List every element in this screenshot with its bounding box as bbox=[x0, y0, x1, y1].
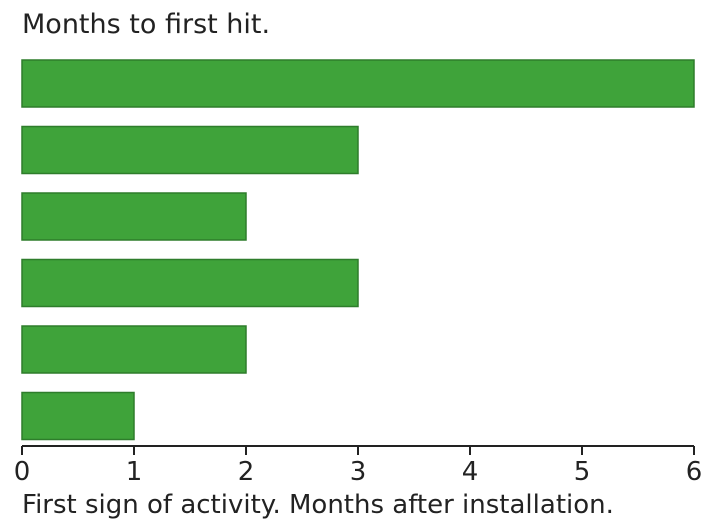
bar bbox=[21, 192, 247, 241]
bar bbox=[21, 258, 359, 308]
x-tick-label: 3 bbox=[350, 457, 367, 487]
bar bbox=[21, 391, 135, 441]
chart-title: Months to first hit. bbox=[22, 9, 271, 40]
bars-layer bbox=[21, 59, 695, 441]
x-tick-label: 2 bbox=[238, 457, 255, 487]
bar bbox=[21, 125, 359, 175]
x-tick-label: 0 bbox=[14, 457, 31, 487]
x-tick-label: 5 bbox=[574, 457, 591, 487]
x-tick-label: 1 bbox=[126, 457, 143, 487]
x-tick-label: 4 bbox=[462, 457, 479, 487]
bar bbox=[21, 59, 695, 108]
x-axis-label: First sign of activity. Months after ins… bbox=[22, 490, 614, 520]
x-tick-label: 6 bbox=[686, 457, 702, 487]
bar bbox=[21, 325, 247, 374]
x-axis: 0 1 2 3 4 5 6 bbox=[14, 445, 702, 487]
